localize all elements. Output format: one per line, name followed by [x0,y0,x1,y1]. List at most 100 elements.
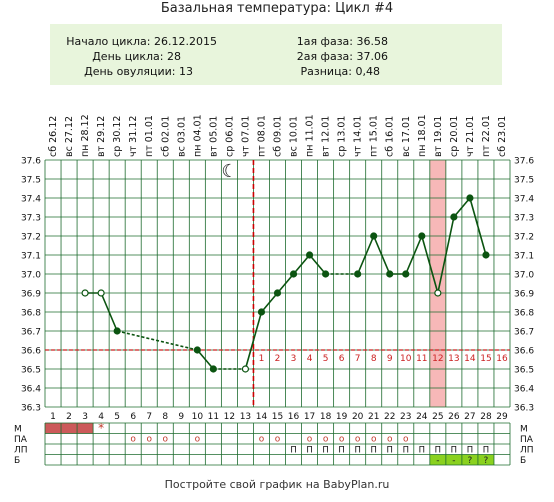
temp-point [418,232,426,240]
cycle-day-value: 28 [167,50,181,63]
day-number: 15 [272,412,283,422]
menses-cell [77,423,94,434]
day-number: 22 [384,412,395,422]
top-day-label: чт 31.12 [128,116,139,157]
luteal-day-label: 15 [480,354,491,364]
day-number: 5 [114,412,120,422]
luteal-day-label: 3 [291,354,297,364]
y-tick-label-left: 36.9 [21,290,41,300]
day-number: 10 [192,412,204,422]
top-date-label: пн 18.01 [417,114,428,157]
day-number: 6 [130,412,136,422]
cycle-start-value: 26.12.2015 [154,35,217,48]
test-mark: - [452,456,455,466]
top-day-label: сб 16.01 [385,116,396,157]
top-day-label: пн 04.01 [192,114,203,157]
top-day-label: вс 03.01 [176,116,187,157]
temp-point [113,327,121,335]
day-number: 13 [240,412,251,422]
lp-mark: П [419,446,425,456]
row-label-right: ПА [520,435,534,445]
lp-mark: П [435,446,441,456]
lp-mark: П [354,446,360,456]
top-date-label: чт 14.01 [353,116,364,157]
y-tick-label-right: 37.2 [514,233,534,243]
top-date-label: вт 19.01 [433,116,444,157]
row-label-left: ЛП [14,446,28,456]
pa-mark: o [259,435,265,445]
luteal-day-label: 6 [339,354,345,364]
menses-cell [61,423,78,434]
pa-mark: o [275,435,281,445]
day-number: 21 [368,412,379,422]
temp-point [482,251,490,259]
top-day-label: ср 06.01 [224,116,235,157]
temp-point [97,289,105,297]
y-tick-label-right: 37.6 [514,157,534,167]
y-tick-label-left: 36.6 [21,347,41,357]
top-day-label: чт 07.01 [240,116,251,157]
row-label-left: ПА [14,435,28,445]
row-label-right: М [520,425,528,435]
page-title: Базальная температура: Цикл #4 [160,1,394,16]
top-date-label: вт 29.12 [96,116,107,157]
lp-mark: П [371,446,377,456]
day-number: 28 [480,412,492,422]
temp-point [386,270,394,278]
top-day-label: пт 01.01 [144,115,155,157]
luteal-day-label: 11 [416,354,427,364]
test-cell [429,454,446,465]
y-tick-label-right: 36.8 [514,309,534,319]
top-date-label: сб 16.01 [385,116,396,157]
top-date-label: чт 07.01 [240,116,251,157]
day-number: 12 [224,412,235,422]
row-label-left: Б [14,456,20,466]
ovulation-day-label: День овуляции: [84,65,176,78]
top-date-label: сб 23.01 [497,116,508,157]
luteal-day-label: 13 [448,354,459,364]
temp-point [257,308,266,316]
top-date-label: вс 10.01 [289,116,300,157]
day-number: 4 [98,412,104,422]
top-day-label: пн 11.01 [305,114,316,157]
ovulation-day-value: 13 [179,65,193,78]
y-tick-label-right: 36.4 [514,385,534,395]
y-tick-label-left: 37.1 [21,252,41,262]
day-number: 18 [320,412,332,422]
luteal-day-label: 2 [275,354,281,364]
pa-mark: o [355,435,361,445]
lp-mark: П [306,446,312,456]
lp-mark: П [338,446,344,456]
test-cell [461,454,478,465]
temp-point [354,270,362,278]
day-number: 8 [162,412,168,422]
y-tick-label-right: 36.6 [514,347,534,357]
pa-mark: o [387,435,393,445]
top-day-label: вт 19.01 [433,116,444,157]
temp-point [241,365,250,373]
day-number: 25 [432,412,443,422]
day-number: 29 [496,412,508,422]
top-date-label: пн 04.01 [192,114,203,157]
sex-star-mark: * [98,421,104,435]
footer-credit[interactable]: Постройте свой график на BabyPlan.ru [164,478,390,491]
test-mark: ? [468,456,473,466]
day-number: 7 [146,412,152,422]
temp-point [434,289,442,297]
temp-point [81,289,89,297]
luteal-day-label: 8 [371,354,377,364]
top-day-label: ср 13.01 [337,116,348,157]
luteal-day-label: 5 [323,354,329,364]
top-day-label: сб 09.01 [273,116,284,157]
pa-mark: o [339,435,345,445]
test-cell [477,454,494,465]
top-date-label: пт 08.01 [256,115,267,157]
luteal-day-label: 4 [307,354,313,364]
top-date-label: пн 28.12 [80,114,91,157]
moon-icon: ☾ [221,161,237,182]
top-date-label: вс 17.01 [401,116,412,157]
y-tick-label-right: 37.5 [514,176,534,186]
row-label-right: ЛП [520,446,534,456]
pa-mark: o [403,435,409,445]
